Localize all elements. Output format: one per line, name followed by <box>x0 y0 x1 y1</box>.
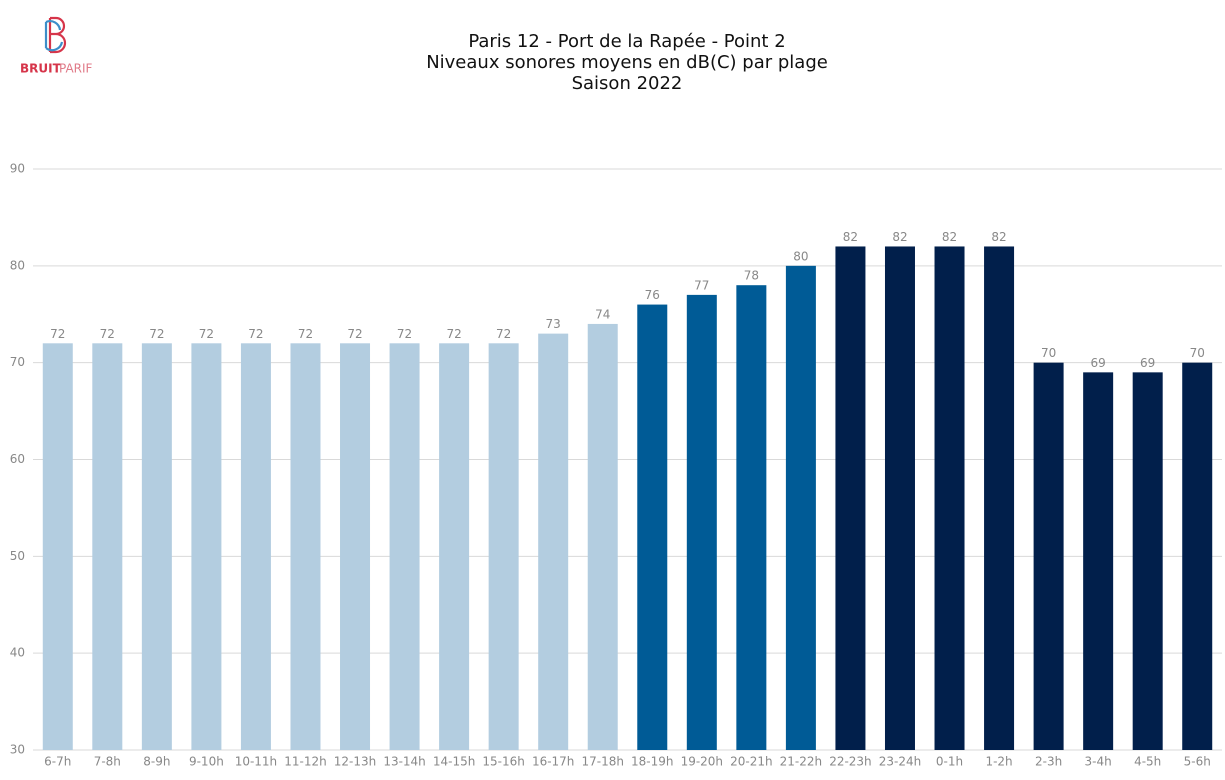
x-tick-label: 5-6h <box>1184 755 1211 769</box>
bar <box>1132 372 1163 750</box>
x-tick-label: 16-17h <box>532 755 574 769</box>
x-tick-label: 21-22h <box>780 755 822 769</box>
value-label: 77 <box>694 278 709 292</box>
value-label: 80 <box>793 249 808 263</box>
bar <box>42 343 73 750</box>
value-label: 82 <box>892 230 907 244</box>
value-label: 70 <box>1190 346 1205 360</box>
bar <box>389 343 420 750</box>
x-tick-label: 19-20h <box>681 755 723 769</box>
chart-title: Paris 12 - Port de la Rapée - Point 2 <box>468 31 785 52</box>
x-tick-label: 4-5h <box>1134 755 1161 769</box>
y-tick-label: 70 <box>10 355 25 369</box>
bar <box>191 343 222 750</box>
logo-light: PARIF <box>59 62 93 76</box>
x-tick-label: 8-9h <box>143 755 170 769</box>
x-tick-label: 0-1h <box>936 755 963 769</box>
bar <box>340 343 371 750</box>
bar <box>686 294 717 750</box>
value-label: 78 <box>744 269 759 283</box>
x-tick-label: 6-7h <box>44 755 71 769</box>
value-label: 82 <box>942 230 957 244</box>
x-tick-label: 20-21h <box>730 755 772 769</box>
y-tick-label: 50 <box>10 549 25 563</box>
logo-icon <box>44 16 67 54</box>
value-label: 82 <box>991 230 1006 244</box>
bar <box>637 304 668 750</box>
y-tick-label: 60 <box>10 452 25 466</box>
x-tick-label: 22-23h <box>829 755 871 769</box>
x-tick-label: 17-18h <box>581 755 623 769</box>
y-tick-label: 40 <box>10 646 25 660</box>
x-tick-label: 15-16h <box>482 755 524 769</box>
chart-title: Saison 2022 <box>572 73 683 94</box>
x-tick-label: 14-15h <box>433 755 475 769</box>
bar <box>1182 362 1213 750</box>
bar <box>290 343 321 750</box>
bar <box>1083 372 1114 750</box>
bar <box>92 343 123 750</box>
x-tick-label: 12-13h <box>334 755 376 769</box>
bar <box>835 246 866 750</box>
value-label: 72 <box>50 327 65 341</box>
x-tick-label: 7-8h <box>94 755 121 769</box>
bar <box>587 323 618 750</box>
value-label: 76 <box>645 288 660 302</box>
x-tick-label: 23-24h <box>879 755 921 769</box>
chart-title: Niveaux sonores moyens en dB(C) par plag… <box>426 52 828 73</box>
value-label: 70 <box>1041 346 1056 360</box>
bar <box>934 246 965 750</box>
x-tick-label: 3-4h <box>1085 755 1112 769</box>
x-tick-label: 13-14h <box>383 755 425 769</box>
x-tick-label: 2-3h <box>1035 755 1062 769</box>
value-label: 72 <box>298 327 313 341</box>
bar <box>538 333 569 750</box>
value-label: 72 <box>347 327 362 341</box>
value-label: 82 <box>843 230 858 244</box>
value-label: 72 <box>248 327 263 341</box>
bar <box>785 265 816 750</box>
bar <box>439 343 470 750</box>
logo-bold: BRUIT <box>20 62 62 76</box>
bar <box>736 285 767 750</box>
bar <box>488 343 519 750</box>
bar <box>141 343 172 750</box>
value-label: 72 <box>446 327 461 341</box>
bar <box>1033 362 1064 750</box>
value-label: 72 <box>100 327 115 341</box>
bar <box>240 343 271 750</box>
value-label: 72 <box>149 327 164 341</box>
value-label: 73 <box>546 317 561 331</box>
x-tick-label: 11-12h <box>284 755 326 769</box>
bar <box>884 246 915 750</box>
y-tick-label: 80 <box>10 258 25 272</box>
x-tick-label: 10-11h <box>235 755 277 769</box>
x-tick-label: 9-10h <box>189 755 224 769</box>
value-label: 72 <box>496 327 511 341</box>
y-tick-label: 90 <box>10 162 25 176</box>
bar <box>984 246 1015 750</box>
value-label: 72 <box>397 327 412 341</box>
x-tick-label: 18-19h <box>631 755 673 769</box>
x-tick-label: 1-2h <box>985 755 1012 769</box>
value-label: 69 <box>1140 356 1155 370</box>
value-label: 74 <box>595 307 610 321</box>
y-tick-label: 30 <box>10 743 25 757</box>
value-label: 69 <box>1091 356 1106 370</box>
value-label: 72 <box>199 327 214 341</box>
